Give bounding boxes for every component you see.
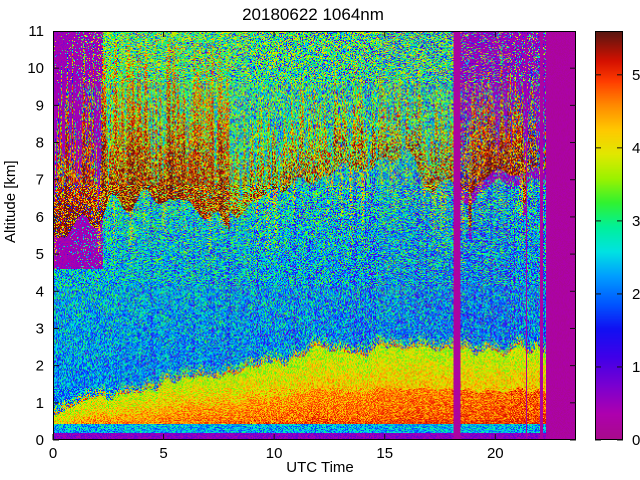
svg-text:1: 1	[36, 395, 44, 412]
svg-text:5: 5	[632, 67, 640, 84]
svg-text:2: 2	[36, 358, 44, 375]
svg-text:3: 3	[36, 320, 44, 337]
svg-text:5: 5	[36, 246, 44, 263]
svg-text:9: 9	[36, 97, 44, 114]
svg-text:0: 0	[632, 432, 640, 449]
svg-text:11: 11	[28, 23, 44, 40]
svg-text:0: 0	[36, 432, 44, 449]
svg-text:1: 1	[632, 359, 640, 376]
svg-text:10: 10	[27, 60, 44, 77]
svg-text:2: 2	[632, 286, 640, 303]
svg-text:7: 7	[36, 172, 44, 189]
svg-text:6: 6	[36, 209, 44, 226]
svg-text:4: 4	[36, 283, 44, 300]
svg-text:3: 3	[632, 213, 640, 230]
svg-text:4: 4	[632, 140, 640, 157]
svg-text:8: 8	[36, 135, 44, 152]
